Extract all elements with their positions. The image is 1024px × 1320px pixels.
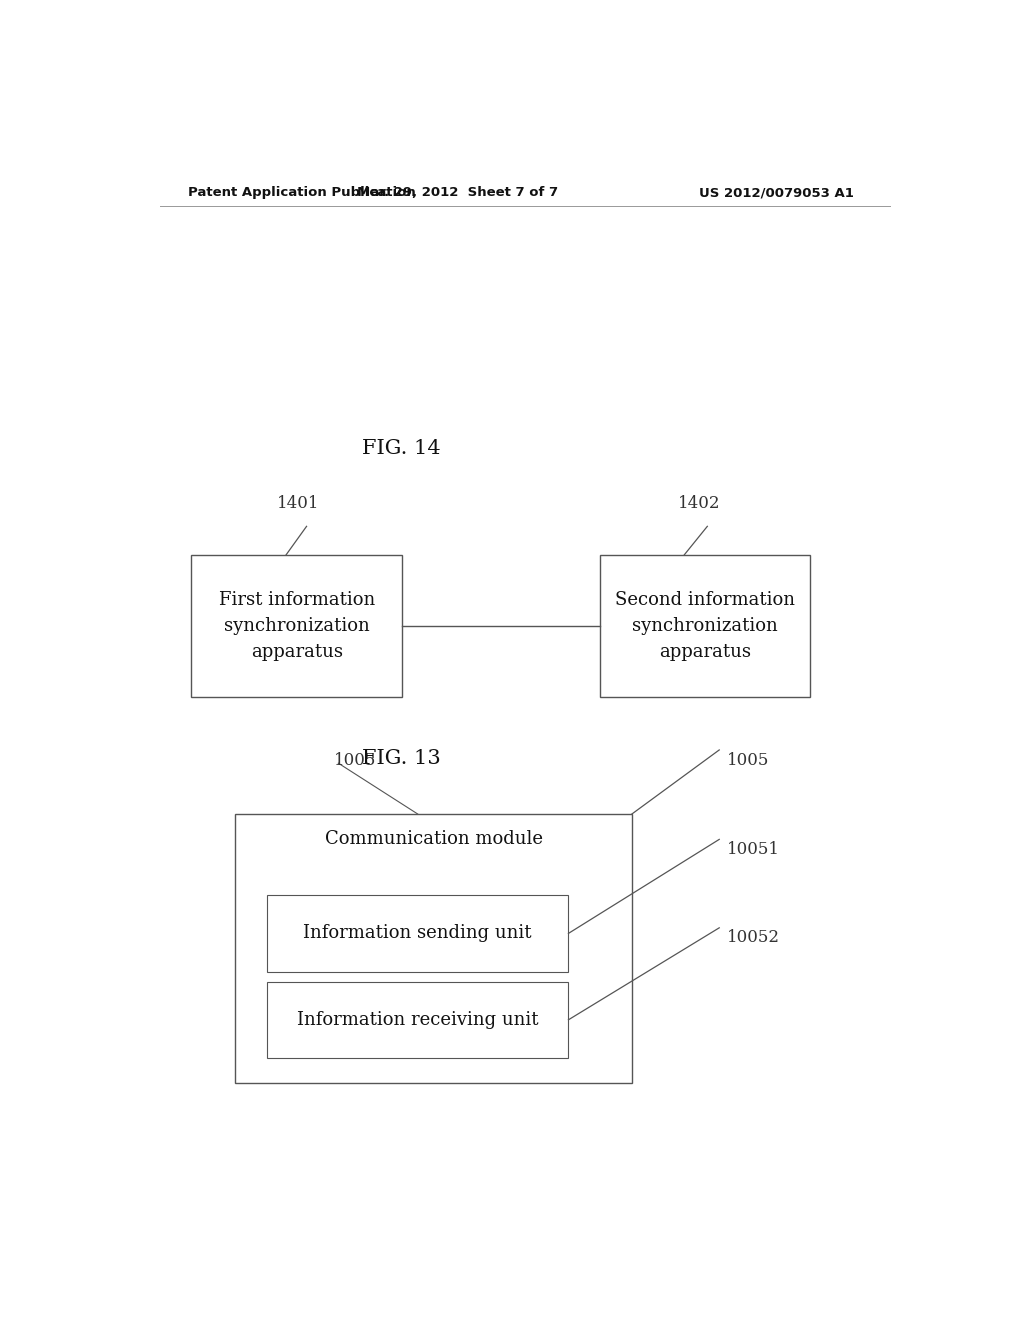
Text: 1005: 1005 <box>727 751 770 768</box>
Text: Mar. 29, 2012  Sheet 7 of 7: Mar. 29, 2012 Sheet 7 of 7 <box>356 186 558 199</box>
Text: Second information
synchronization
apparatus: Second information synchronization appar… <box>615 590 796 661</box>
Text: 1402: 1402 <box>678 495 721 512</box>
Bar <box>267 895 568 972</box>
Text: FIG. 13: FIG. 13 <box>362 748 441 767</box>
Text: Patent Application Publication: Patent Application Publication <box>187 186 416 199</box>
Text: FIG. 14: FIG. 14 <box>362 438 441 458</box>
Bar <box>236 814 632 1084</box>
Text: 10052: 10052 <box>727 929 780 946</box>
Text: Information sending unit: Information sending unit <box>303 924 531 942</box>
Text: First information
synchronization
apparatus: First information synchronization appara… <box>218 590 375 661</box>
Text: 1005: 1005 <box>334 751 377 768</box>
Bar <box>267 982 568 1057</box>
Text: Information receiving unit: Information receiving unit <box>297 1011 539 1028</box>
Text: US 2012/0079053 A1: US 2012/0079053 A1 <box>699 186 854 199</box>
Text: 10051: 10051 <box>727 841 780 858</box>
Bar <box>191 554 401 697</box>
Text: 1401: 1401 <box>278 495 319 512</box>
Bar <box>600 554 811 697</box>
Text: Communication module: Communication module <box>325 830 543 849</box>
